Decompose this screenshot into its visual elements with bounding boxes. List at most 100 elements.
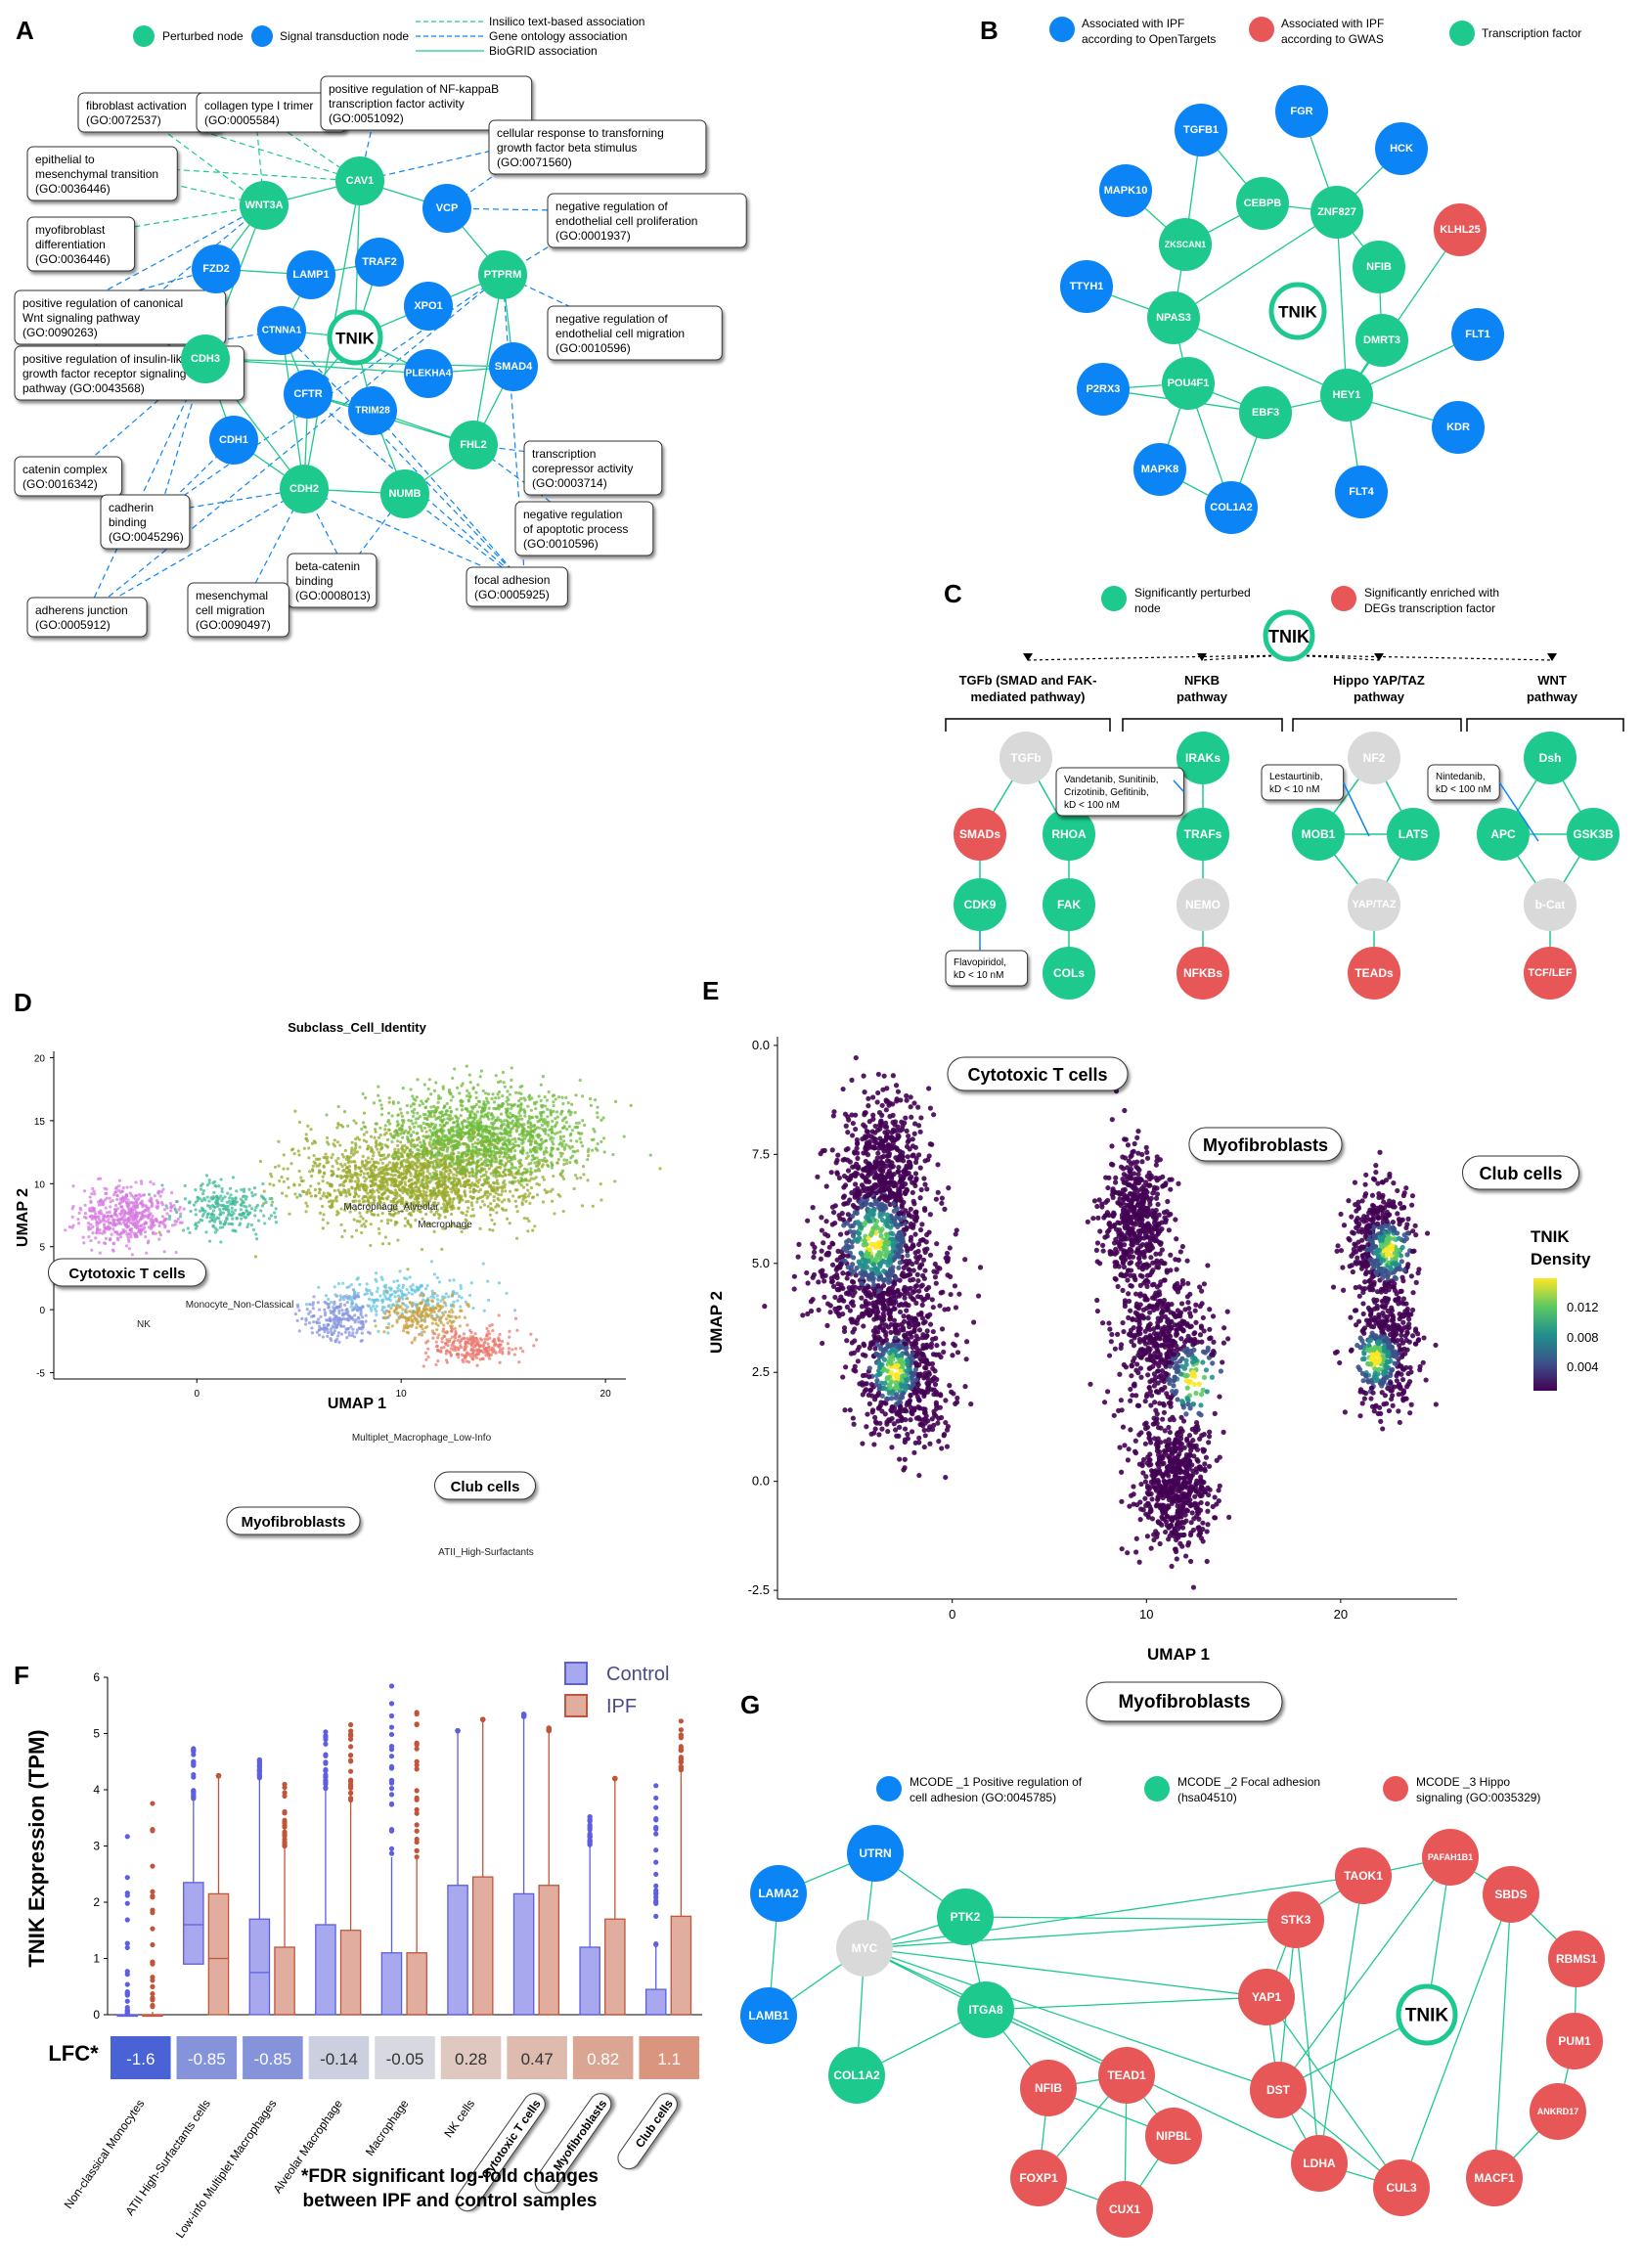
cell-point	[353, 1187, 358, 1191]
node-label: VCP	[436, 202, 459, 214]
node-circle	[1077, 363, 1130, 416]
cell-point	[507, 1115, 511, 1119]
cell-point	[494, 1138, 498, 1142]
cell-point	[542, 1178, 547, 1181]
cell-point	[517, 1143, 521, 1148]
cell-point	[213, 1183, 217, 1187]
cell-point	[341, 1281, 345, 1285]
cell-point	[262, 1189, 266, 1193]
cell-point	[444, 1112, 448, 1116]
cell-point	[552, 1109, 555, 1113]
tnik-ring	[1263, 609, 1315, 662]
cell-point	[447, 1172, 451, 1176]
cell-point	[450, 1180, 454, 1184]
go-term-box: catenin complex(GO:0016342)	[14, 456, 123, 497]
cell-point	[227, 1210, 231, 1214]
cell-point	[568, 1146, 572, 1150]
cell-point	[433, 1291, 437, 1296]
box-text: Crizotinib, Gefitinib,	[1064, 787, 1149, 798]
cell-point	[372, 1301, 376, 1305]
cell-point	[297, 1309, 301, 1312]
cell-point	[398, 1269, 402, 1273]
cell-point	[449, 1154, 453, 1158]
cell-point	[242, 1201, 245, 1205]
cell-point	[341, 1183, 346, 1188]
node-label: CEBPB	[1244, 198, 1282, 209]
legend-label: BioGRID association	[489, 44, 598, 58]
box-background	[14, 289, 227, 345]
go-association-edge	[85, 274, 504, 616]
cell-point	[437, 1318, 442, 1322]
cell-point	[350, 1140, 354, 1144]
go-term-box: positive regulation of insulin-likegrowt…	[14, 345, 244, 401]
cell-point	[230, 1206, 234, 1210]
cell-point	[471, 1214, 476, 1218]
cell-point	[502, 1171, 506, 1175]
cell-point	[342, 1110, 347, 1114]
cell-point	[157, 1223, 161, 1228]
cell-point	[533, 1161, 537, 1165]
cell-point	[113, 1229, 117, 1234]
node-label: TRAF2	[362, 256, 396, 268]
cell-point	[122, 1199, 126, 1203]
go-term-box: focal adhesion(GO:0005925)	[466, 566, 568, 607]
cell-point	[422, 1121, 425, 1125]
cell-point	[356, 1172, 360, 1177]
cell-point	[596, 1111, 599, 1115]
cell-point	[494, 1096, 498, 1100]
cell-point	[98, 1231, 102, 1235]
cell-point	[477, 1151, 481, 1155]
cell-point	[124, 1193, 128, 1197]
cell-point	[353, 1195, 357, 1199]
cell-point	[309, 1184, 313, 1188]
panel-letter: D	[14, 988, 32, 1017]
arrow-head	[1197, 653, 1207, 661]
cell-point	[471, 1195, 476, 1200]
cell-point	[532, 1123, 537, 1128]
cell-point	[427, 1161, 431, 1165]
cell-point	[343, 1330, 347, 1334]
cell-point	[495, 1211, 499, 1215]
node-circle	[1320, 369, 1373, 422]
cell-point	[337, 1312, 341, 1315]
cell-point	[374, 1122, 377, 1126]
cell-point	[479, 1157, 483, 1161]
cell-point	[204, 1230, 208, 1234]
cell-point	[304, 1316, 308, 1321]
cell-point	[432, 1272, 437, 1276]
box-text: focal adhesion	[474, 573, 550, 587]
node-circle	[1434, 203, 1487, 256]
cell-point	[150, 1225, 154, 1229]
cell-point	[433, 1123, 438, 1127]
cell-point	[451, 1303, 455, 1308]
cell-point	[444, 1317, 449, 1321]
cell-point	[466, 1210, 469, 1214]
cell-point	[473, 1113, 478, 1117]
cell-point	[540, 1123, 545, 1128]
cell-point	[399, 1140, 403, 1144]
cell-point	[338, 1162, 343, 1167]
cell-point	[345, 1296, 349, 1300]
cell-point	[315, 1330, 319, 1334]
cell-point	[564, 1143, 568, 1147]
cell-point	[413, 1311, 417, 1314]
node-circle	[1275, 85, 1328, 138]
cell-point	[321, 1218, 325, 1222]
cell-point	[249, 1223, 254, 1227]
cell-point	[270, 1196, 274, 1201]
cell-point	[88, 1208, 92, 1213]
cell-point	[220, 1186, 224, 1191]
cell-point	[529, 1177, 533, 1180]
cell-point	[503, 1151, 507, 1156]
cell-point	[95, 1215, 99, 1220]
cell-point	[177, 1208, 181, 1212]
cell-point	[511, 1119, 514, 1123]
cell-point	[433, 1110, 438, 1114]
y-tick-label: 5	[39, 1243, 45, 1254]
cell-point	[380, 1181, 385, 1185]
cell-point	[490, 1158, 494, 1162]
cell-point	[432, 1104, 436, 1108]
node-label: FGR	[1290, 106, 1312, 117]
